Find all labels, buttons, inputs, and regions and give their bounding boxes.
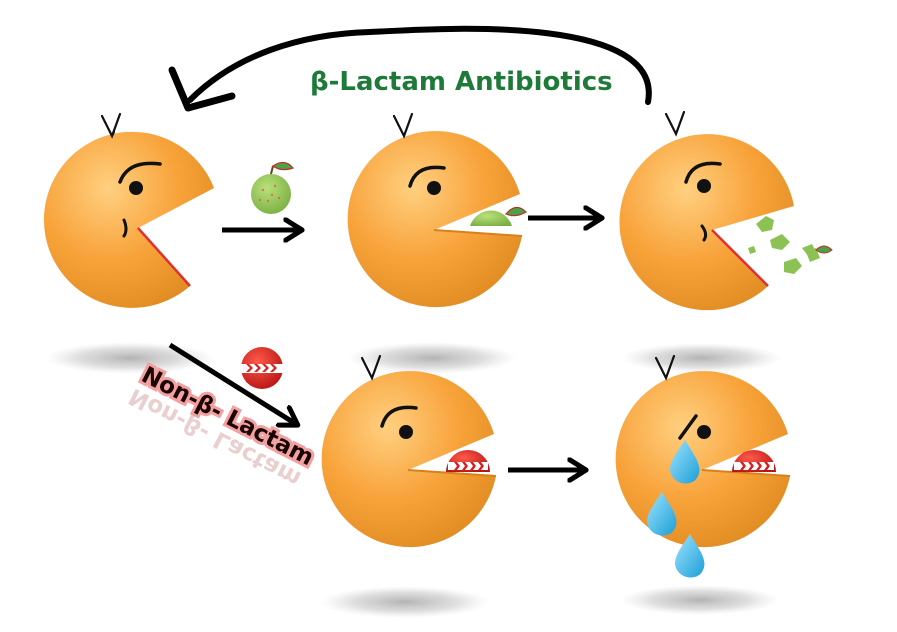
shadow-2 [347, 342, 517, 374]
pacman-body-icon [43, 131, 214, 308]
fragment-icon [756, 216, 774, 232]
feedback-arrow [187, 25, 652, 105]
eyebrow-icon [408, 165, 446, 188]
non-beta-lactam-pill-held [446, 450, 490, 472]
fragment-icon [748, 246, 756, 254]
pacman-bacterium-3 [619, 110, 794, 311]
non-beta-lactam-pill-held [732, 450, 776, 472]
arrow-1-to-4 [168, 342, 296, 424]
smile-icon [700, 224, 708, 242]
pacman-body-icon [619, 134, 794, 311]
tears [647, 440, 705, 578]
eye-icon [697, 425, 711, 439]
beta-lactam-label: β-Lactam Antibiotics [310, 67, 613, 97]
eye-icon [697, 179, 711, 193]
teardrop-icon [670, 440, 700, 484]
fragment-icon [770, 234, 790, 250]
antibiotic-fragments [748, 216, 833, 274]
pacman-bacterium-1 [43, 112, 214, 308]
non-beta-lactam-pill-floating [241, 347, 283, 389]
fragment-icon [784, 258, 802, 274]
eyebrow-icon [118, 161, 162, 184]
eye-icon [129, 181, 143, 195]
shadow-5 [620, 585, 780, 615]
shadow-1 [45, 342, 215, 374]
smile-icon [122, 218, 128, 238]
antenna-icon [392, 112, 414, 139]
green-fruit-pill-icon [251, 174, 291, 214]
antenna-icon [654, 354, 676, 381]
pacman-body-icon [321, 371, 496, 548]
teardrop-icon [675, 534, 705, 578]
antibiotic-pill-floating [251, 161, 295, 214]
leaf-icon [505, 206, 527, 217]
fragment-with-leaf [806, 245, 833, 262]
pacman-body-icon [347, 131, 522, 308]
eye-icon [399, 425, 413, 439]
antenna-icon [360, 354, 382, 381]
eyebrow-icon [684, 161, 722, 184]
pacman-bacterium-2 [347, 112, 527, 308]
shadow-3 [622, 343, 782, 373]
antenna-icon [664, 110, 686, 137]
eyebrow-icon [380, 405, 418, 428]
sad-eyebrow-icon [678, 414, 698, 440]
antibiotic-pill-eaten [470, 206, 527, 226]
feedback-arrowhead [168, 66, 236, 112]
eye-icon [427, 181, 441, 195]
leaf-icon [271, 161, 295, 171]
teardrop-icon [647, 492, 677, 536]
pacman-bacterium-4 [321, 354, 497, 548]
pacman-bacterium-5 [615, 354, 791, 548]
shadow-4 [320, 586, 490, 618]
antenna-icon [100, 112, 122, 139]
